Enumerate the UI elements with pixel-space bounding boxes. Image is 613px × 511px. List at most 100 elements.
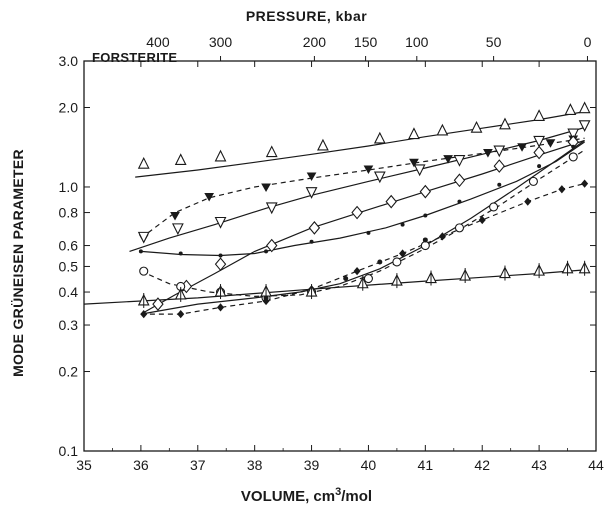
data-point [578,120,591,133]
data-point [265,202,278,215]
data-point [214,257,227,272]
data-point [581,179,589,188]
data-point [178,251,183,256]
x-axis-title-prefix: VOLUME, cm [240,488,336,505]
pressure-axis-title: PRESSURE, kbar [245,8,368,24]
data-point [567,128,580,141]
plot-frame [83,60,597,452]
data-point [453,173,466,188]
data-point [493,159,506,173]
x-axis-title: VOLUME, cm3/mol [0,486,613,505]
y-tick-label: 0.8 [59,205,79,221]
data-point [453,155,466,167]
y-tick-label: 0.1 [59,443,79,459]
data-point [214,216,227,229]
data-point [363,165,374,174]
y-tick-label: 2.0 [59,99,79,115]
series-line [140,137,585,239]
data-point [454,223,465,233]
data-point [171,223,184,236]
series-line [140,141,585,257]
data-point [499,117,511,130]
data-point [309,239,314,244]
data-point [363,273,373,284]
data-point [545,139,556,148]
data-point [436,123,449,136]
data-point [524,197,532,206]
pressure-tick-label: 50 [486,34,502,50]
data-point [214,149,227,162]
data-point [568,152,578,162]
data-point [392,257,402,267]
data-point [377,259,383,265]
data-point [571,144,576,149]
data-point [385,194,397,209]
data-point [308,221,321,235]
x-axis-title-suffix: /mol [341,488,373,505]
data-point [470,120,483,133]
data-point [533,145,545,160]
data-point [533,109,546,121]
x-tick-label: 43 [531,457,547,473]
data-point [174,153,187,166]
x-tick-label: 37 [190,457,206,473]
data-point [558,185,566,194]
data-point [139,266,149,276]
data-point [317,138,329,151]
pressure-tick-label: 300 [209,34,233,50]
pressure-tick-label: 100 [405,34,429,50]
data-point [578,101,591,114]
x-tick-label: 39 [304,457,320,473]
x-tick-label: 36 [133,457,149,473]
y-tick-label: 0.6 [59,238,79,254]
data-point [420,240,430,251]
data-point [306,172,317,182]
data-point [528,176,538,186]
data-point [140,309,148,319]
data-point [305,187,318,199]
x-tick-label: 35 [76,457,92,473]
x-tick-label: 40 [361,457,377,473]
pressure-tick-label: 400 [146,34,170,50]
data-point [373,171,386,184]
data-point [408,127,420,140]
data-point [413,164,426,177]
pressure-tick-label: 150 [354,34,378,50]
data-point [493,145,506,158]
data-point [138,249,143,254]
data-point [533,135,546,148]
data-point [564,103,577,115]
data-point [399,249,407,258]
series-line [140,183,585,315]
data-point [265,145,278,158]
data-point [137,231,150,244]
data-point [217,303,225,312]
data-point [478,215,486,225]
data-point [409,158,419,168]
y-tick-label: 0.4 [59,284,79,300]
data-point [422,237,428,243]
data-point [137,156,150,169]
data-point [351,205,363,220]
series-line [140,149,585,298]
x-tick-label: 42 [474,457,490,473]
data-point [204,193,215,202]
x-tick-label: 38 [247,457,263,473]
data-point [400,222,405,227]
data-point [483,149,493,158]
data-point [152,297,164,311]
data-point [266,238,278,253]
y-tick-label: 3.0 [59,53,79,69]
series-line [140,139,585,315]
data-point [517,143,527,152]
data-point [353,267,361,276]
x-tick-label: 44 [588,457,604,473]
y-tick-label: 0.3 [59,317,79,333]
data-point [177,309,185,319]
pressure-tick-label: 200 [303,34,327,50]
data-point [366,230,371,235]
data-point [264,249,269,254]
series-line [135,111,585,178]
data-point [537,164,542,169]
